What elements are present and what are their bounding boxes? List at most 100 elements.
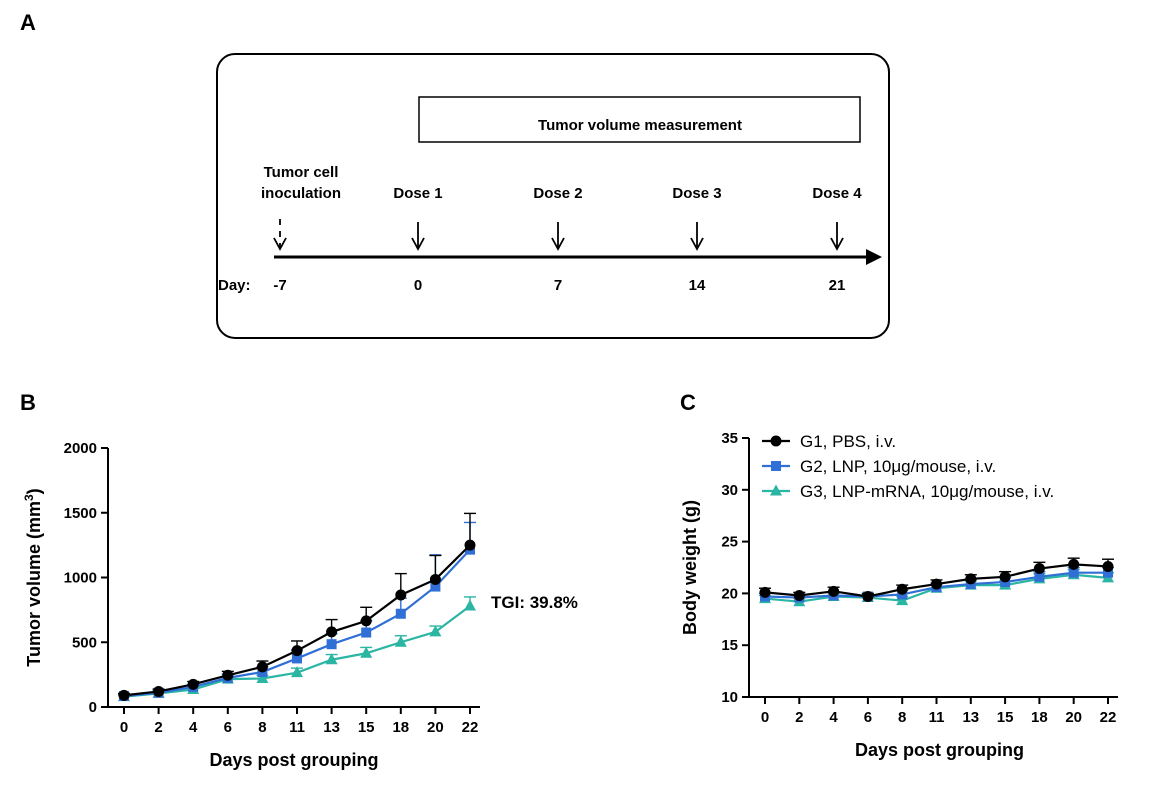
data-point <box>862 591 874 603</box>
y-tick-label: 1500 <box>64 505 97 522</box>
y-axis-title-superscript: 3 <box>22 494 36 501</box>
data-point <box>361 627 372 638</box>
dose-label: Dose 3 <box>672 185 721 202</box>
x-tick-label: 4 <box>189 719 198 736</box>
tgi-annotation: TGI: 39.8% <box>491 593 578 612</box>
body-weight-chart: 10 15 20 25 30 35 0 2 4 6 8 11 13 15 18 20 22 Days post g… <box>680 430 1118 760</box>
data-point <box>360 646 373 658</box>
panel-label-c: C <box>680 390 696 415</box>
down-arrow-icon <box>273 219 287 251</box>
x-axis-title: Days post grouping <box>855 740 1024 760</box>
x-tick-label: 8 <box>258 719 266 736</box>
inoculation-label-line2: inoculation <box>261 185 341 202</box>
data-point <box>429 573 441 585</box>
y-axis-title: Body weight (g) <box>680 500 700 635</box>
x-tick-label: 20 <box>427 719 444 736</box>
data-point <box>256 672 269 684</box>
y-axis-title: Tumor volume (mm3) <box>22 488 44 666</box>
inoculation-label-line1: Tumor cell <box>264 164 339 181</box>
x-tick-label: 13 <box>323 719 340 736</box>
timeline-arrowhead <box>866 249 882 265</box>
data-point <box>828 585 840 597</box>
dose-label: Dose 4 <box>812 185 862 202</box>
data-point <box>394 635 407 647</box>
data-point <box>187 678 199 690</box>
timeline-events: -7 Dose 1 0 Dose 2 7 Dose 3 14 Dose 4 21 <box>273 185 862 294</box>
y-tick-label: 2000 <box>64 440 97 457</box>
data-point <box>222 669 234 681</box>
data-point <box>429 625 442 637</box>
series-g1 <box>759 557 1114 603</box>
data-point <box>759 586 771 598</box>
data-point <box>896 594 909 606</box>
data-point <box>896 583 908 595</box>
down-arrow-icon <box>830 222 844 251</box>
x-tick-label: 2 <box>795 709 803 726</box>
x-tick-label: 2 <box>154 719 162 736</box>
x-tick-label: 22 <box>1100 709 1117 726</box>
x-tick-label: 6 <box>864 709 872 726</box>
data-point <box>793 589 805 601</box>
day-value: -7 <box>273 277 286 294</box>
x-tick-label: 13 <box>962 709 979 726</box>
legend-label: G1, PBS, i.v. <box>800 432 896 451</box>
data-point <box>931 578 942 590</box>
data-point <box>1034 571 1045 582</box>
arrow-head <box>411 237 425 251</box>
down-arrow-icon <box>411 222 425 251</box>
x-tick-label: 18 <box>392 719 409 736</box>
y-tick-label: 20 <box>721 585 738 602</box>
data-point <box>256 661 268 673</box>
dose-label: Dose 2 <box>533 185 582 202</box>
panel-label-a: A <box>20 10 36 35</box>
data-point <box>395 608 406 619</box>
data-point <box>1102 560 1114 572</box>
legend: G1, PBS, i.v. G2, LNP, 10μg/mouse, i.v. G3… <box>762 432 1054 501</box>
data-point <box>153 685 165 697</box>
down-arrow-icon <box>551 222 565 251</box>
data-point <box>326 639 337 650</box>
data-point <box>1103 567 1113 578</box>
down-arrow-icon <box>690 222 704 251</box>
y-tick-label: 15 <box>721 637 738 654</box>
day-value: 14 <box>689 277 706 294</box>
legend-entry-g2: G2, LNP, 10μg/mouse, i.v. <box>762 457 996 476</box>
x-tick-label: 8 <box>898 709 906 726</box>
timeline-diagram: Tumor volume measurement Tumor cell inoc… <box>216 53 890 339</box>
data-point <box>118 689 130 701</box>
x-tick-label: 20 <box>1065 709 1082 726</box>
x-tick-label: 18 <box>1031 709 1048 726</box>
x-tick-label: 6 <box>224 719 232 736</box>
y-axis-title-main: Tumor volume (mm <box>24 501 44 667</box>
x-tick-label: 0 <box>761 709 769 726</box>
data-point <box>325 653 338 665</box>
y-tick-label: 1000 <box>64 570 97 587</box>
x-tick-label: 11 <box>929 709 945 726</box>
timeline-frame <box>216 53 890 339</box>
x-tick-label: 11 <box>289 719 305 736</box>
day-value: 7 <box>554 277 562 294</box>
y-tick-label: 35 <box>721 430 738 447</box>
x-tick-label: 4 <box>829 709 838 726</box>
legend-entry-g3: G3, LNP-mRNA, 10μg/mouse, i.v. <box>762 482 1054 501</box>
data-point <box>1033 563 1045 575</box>
arrow-head <box>273 237 287 251</box>
panel-label-b: B <box>20 390 36 415</box>
data-point <box>999 571 1011 583</box>
x-tick-label: 22 <box>462 719 479 736</box>
y-tick-label: 30 <box>721 482 738 499</box>
y-axis-title-end: ) <box>24 488 44 494</box>
data-point <box>326 626 338 638</box>
data-point <box>430 581 441 592</box>
x-tick-label: 15 <box>997 709 1014 726</box>
legend-label: G3, LNP-mRNA, 10μg/mouse, i.v. <box>800 482 1054 501</box>
arrow-head <box>690 237 704 251</box>
y-tick-label: 10 <box>721 689 738 706</box>
data-point <box>1068 558 1080 570</box>
data-point <box>360 615 372 627</box>
data-point <box>464 539 476 551</box>
y-tick-label: 0 <box>89 699 97 716</box>
tumor-volume-chart: 0 500 1000 1500 2000 0 2 4 6 8 11 13 15 18 20 22 Days po… <box>22 440 578 770</box>
arrow-head <box>551 237 565 251</box>
